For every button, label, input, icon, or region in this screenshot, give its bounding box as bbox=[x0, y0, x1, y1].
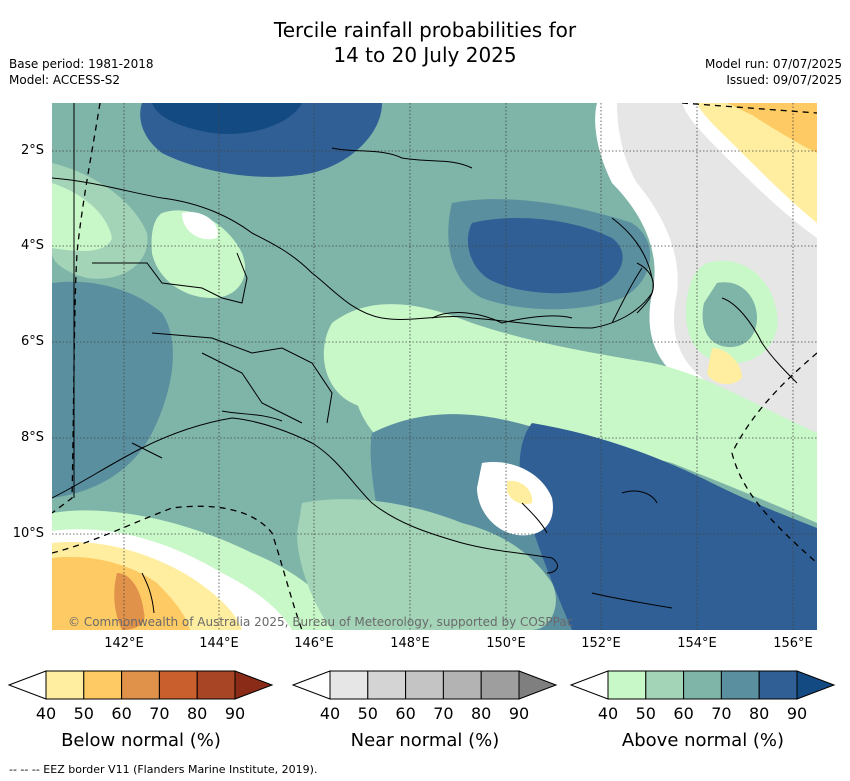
below-normal-colorbar-box-1 bbox=[83, 670, 123, 700]
above-normal-colorbar-box-3 bbox=[720, 670, 760, 700]
issued-date: Issued: 09/07/2025 bbox=[726, 73, 842, 87]
near-normal-colorbar-box-2 bbox=[405, 670, 444, 700]
lon-label-154e: 154°E bbox=[677, 636, 717, 651]
lat-label-10s: 10°S bbox=[12, 526, 44, 541]
below-normal-caption: Below normal (%) bbox=[61, 730, 221, 751]
below-normal-tick-label: 40 bbox=[35, 704, 57, 723]
below-normal-triangle-high bbox=[234, 670, 274, 700]
above-normal-colorbar-box-0 bbox=[607, 670, 647, 700]
lon-label-156e: 156°E bbox=[773, 636, 813, 651]
near-normal-colorbar bbox=[291, 670, 558, 700]
rainfall-probability-map: © Commonwealth of Australia 2025, Bureau… bbox=[52, 103, 817, 630]
above-normal-triangle-low bbox=[569, 670, 609, 700]
above-normal-colorbar bbox=[569, 670, 836, 700]
below-normal-tick-label: 90 bbox=[224, 704, 246, 723]
model-name: Model: ACCESS-S2 bbox=[9, 73, 121, 87]
below-normal-tick-label: 80 bbox=[187, 704, 208, 723]
below-normal-tick-label: 70 bbox=[149, 704, 170, 723]
above-normal-tick-label: 80 bbox=[749, 704, 770, 723]
below-normal-tick-label: 50 bbox=[73, 704, 94, 723]
near-normal-colorbar-box-1 bbox=[367, 670, 407, 700]
above-normal-tick-label: 60 bbox=[673, 704, 694, 723]
lon-label-142e: 142°E bbox=[104, 636, 144, 651]
below-normal-tick-label: 60 bbox=[111, 704, 132, 723]
title-line-1: Tercile rainfall probabilities for bbox=[273, 18, 577, 42]
above-normal-triangle-high bbox=[796, 670, 836, 700]
coastlines bbox=[52, 103, 798, 614]
above-normal-caption: Above normal (%) bbox=[621, 730, 785, 751]
near-normal-triangle-low bbox=[291, 670, 331, 700]
near-normal-colorbar-box-0 bbox=[329, 670, 369, 700]
model-info: Base period: 1981-2018 Model: ACCESS-S2 bbox=[9, 56, 154, 88]
below-normal-colorbar-box-4 bbox=[196, 670, 236, 700]
near-normal-tick-label: 90 bbox=[508, 704, 530, 723]
near-normal-tick-label: 40 bbox=[319, 704, 341, 723]
eez-borders bbox=[52, 103, 817, 630]
below-normal-colorbar-box-3 bbox=[158, 670, 198, 700]
above-normal-light-band bbox=[323, 304, 817, 523]
lat-label-2s: 2°S bbox=[20, 143, 44, 158]
lat-label-8s: 8°S bbox=[20, 430, 44, 445]
lat-label-6s: 6°S bbox=[20, 334, 44, 349]
near-normal-colorbar-box-3 bbox=[442, 670, 482, 700]
near-normal-colorbar-box-4 bbox=[480, 670, 520, 700]
above-normal-tick-label: 40 bbox=[597, 704, 619, 723]
above-normal-tick-label: 70 bbox=[711, 704, 732, 723]
map-title: Tercile rainfall probabilities for 14 to… bbox=[0, 18, 850, 68]
near-normal-caption: Near normal (%) bbox=[350, 730, 500, 751]
base-period: Base period: 1981-2018 bbox=[9, 57, 154, 71]
near-normal-tick-label: 50 bbox=[357, 704, 378, 723]
run-info: Model run: 07/07/2025 Issued: 09/07/2025 bbox=[705, 56, 842, 88]
above-normal-colorbar-box-2 bbox=[683, 670, 722, 700]
near-normal-tick-label: 80 bbox=[471, 704, 492, 723]
near-normal-tick-label: 60 bbox=[395, 704, 416, 723]
lon-label-148e: 148°E bbox=[390, 636, 430, 651]
below-normal-triangle-low bbox=[7, 670, 47, 700]
near-normal-triangle-high bbox=[518, 670, 558, 700]
lon-label-144e: 144°E bbox=[199, 636, 239, 651]
above-normal-colorbar-box-4 bbox=[758, 670, 798, 700]
copyright-notice: © Commonwealth of Australia 2025, Bureau… bbox=[68, 615, 573, 629]
above-normal-tick-label: 90 bbox=[786, 704, 808, 723]
lon-label-150e: 150°E bbox=[486, 636, 526, 651]
lon-label-152e: 152°E bbox=[581, 636, 621, 651]
above-normal-tick-label: 50 bbox=[635, 704, 656, 723]
lon-label-146e: 146°E bbox=[294, 636, 334, 651]
below-normal-colorbar-box-0 bbox=[45, 670, 85, 700]
near-normal-tick-label: 70 bbox=[433, 704, 454, 723]
above-normal-colorbar-box-1 bbox=[645, 670, 685, 700]
below-normal-colorbar bbox=[7, 670, 274, 700]
eez-footnote: -- -- -- EEZ border V11 (Flanders Marine… bbox=[9, 763, 318, 776]
title-line-2: 14 to 20 July 2025 bbox=[333, 43, 517, 67]
lat-label-4s: 4°S bbox=[20, 238, 44, 253]
graticule bbox=[52, 103, 817, 630]
model-run: Model run: 07/07/2025 bbox=[704, 57, 842, 71]
below-normal-colorbar-box-2 bbox=[121, 670, 160, 700]
